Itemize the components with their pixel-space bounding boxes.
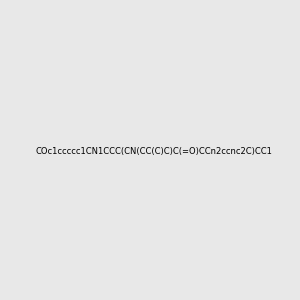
Text: COc1ccccc1CN1CCC(CN(CC(C)C)C(=O)CCn2ccnc2C)CC1: COc1ccccc1CN1CCC(CN(CC(C)C)C(=O)CCn2ccnc… xyxy=(35,147,272,156)
